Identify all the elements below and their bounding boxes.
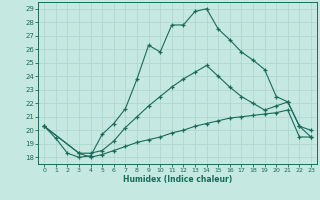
X-axis label: Humidex (Indice chaleur): Humidex (Indice chaleur)	[123, 175, 232, 184]
